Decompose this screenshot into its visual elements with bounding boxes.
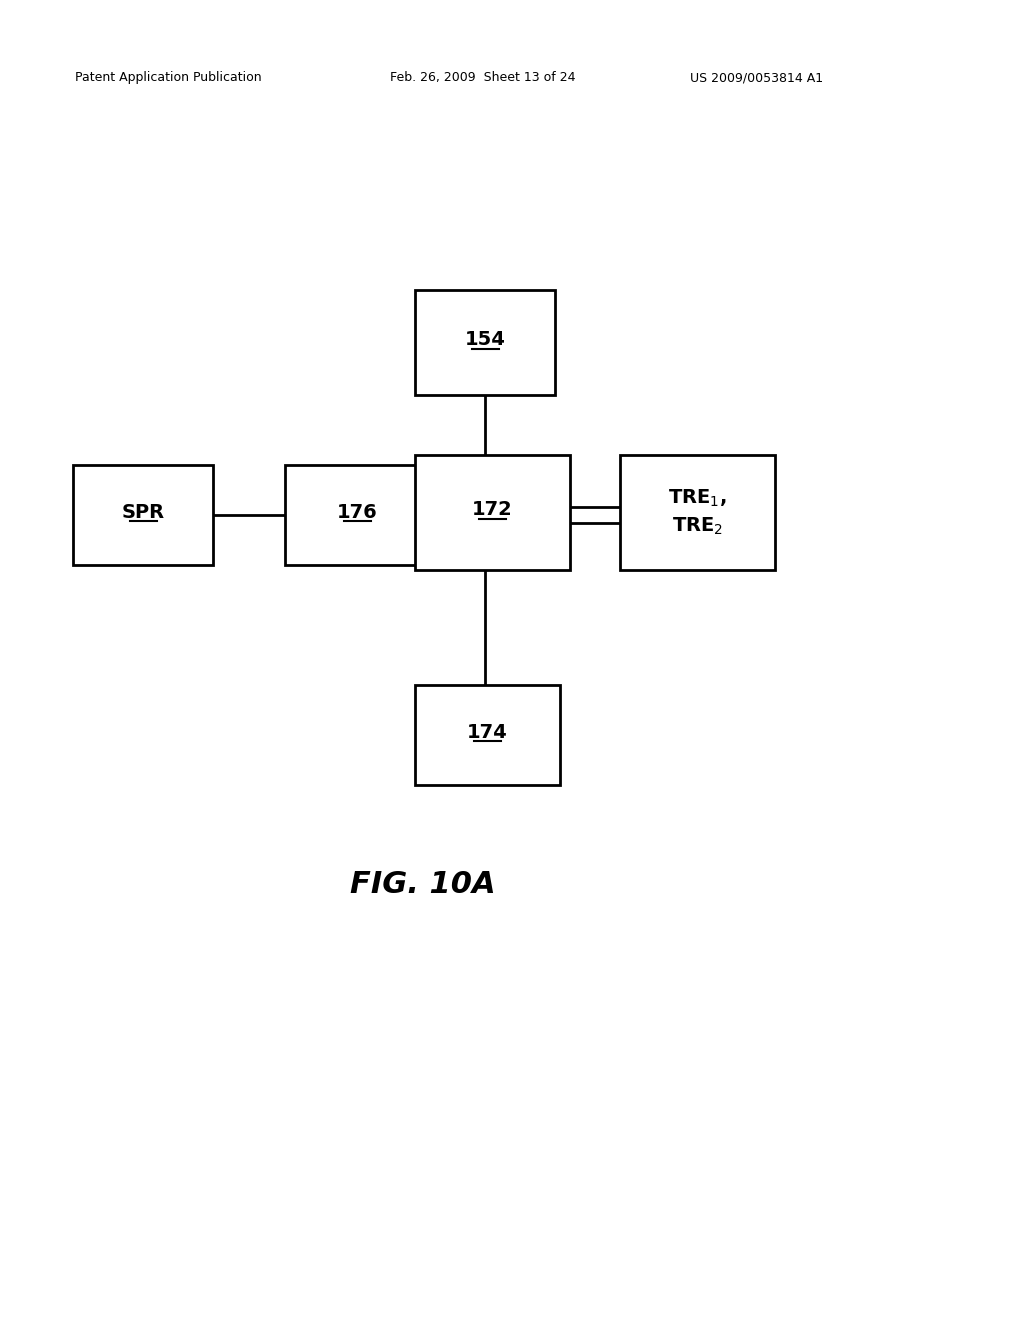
Text: TRE$_1$,: TRE$_1$, xyxy=(669,488,727,510)
Bar xyxy=(415,685,560,785)
Text: SPR: SPR xyxy=(122,503,165,521)
Bar xyxy=(620,455,775,570)
Text: FIG. 10A: FIG. 10A xyxy=(350,870,496,899)
Text: US 2009/0053814 A1: US 2009/0053814 A1 xyxy=(690,71,823,84)
Bar xyxy=(73,465,213,565)
Bar xyxy=(415,455,570,570)
Text: 172: 172 xyxy=(472,500,513,519)
Text: Patent Application Publication: Patent Application Publication xyxy=(75,71,261,84)
Bar xyxy=(285,465,430,565)
Bar xyxy=(415,290,555,395)
Text: TRE$_2$: TRE$_2$ xyxy=(672,516,723,537)
Text: 176: 176 xyxy=(337,503,378,521)
Text: 174: 174 xyxy=(467,722,508,742)
Text: Feb. 26, 2009  Sheet 13 of 24: Feb. 26, 2009 Sheet 13 of 24 xyxy=(390,71,575,84)
Text: 154: 154 xyxy=(465,330,506,348)
